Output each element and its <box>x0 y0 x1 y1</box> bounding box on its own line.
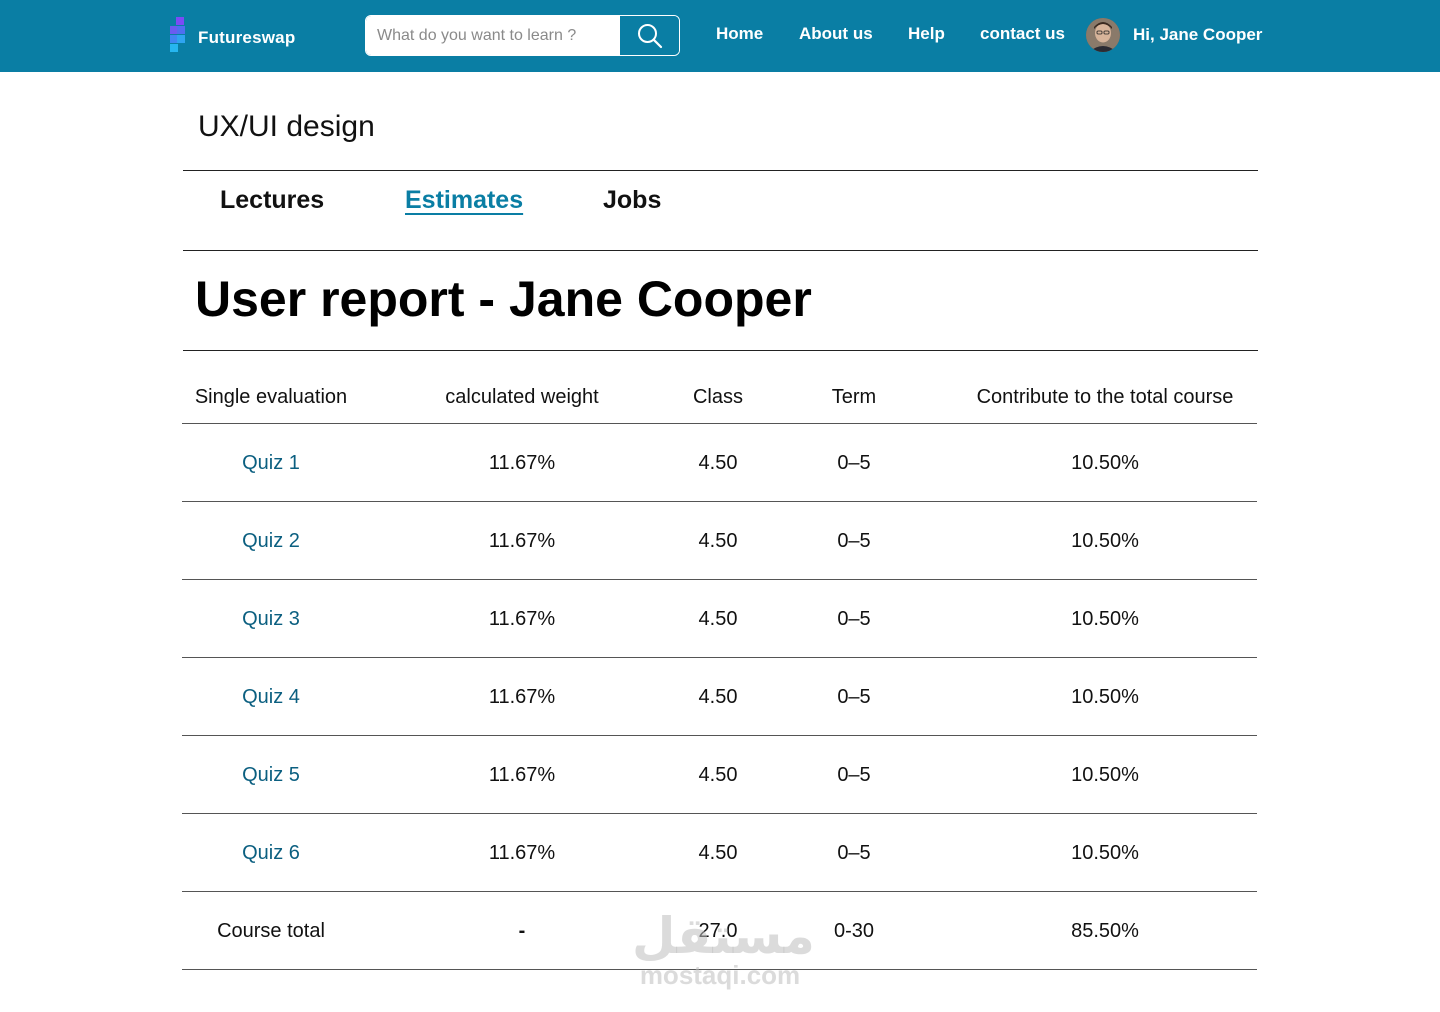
brand-logo[interactable]: Futureswap <box>170 17 295 53</box>
weight-cell: 11.67% <box>488 530 556 552</box>
search-bar <box>365 15 680 56</box>
tab-lectures[interactable]: Lectures <box>220 186 325 214</box>
table-row-divider <box>182 891 1257 892</box>
nav-about-link[interactable]: About us <box>799 24 873 43</box>
total-class-cell: 27.0 <box>698 920 738 942</box>
weight-cell: 11.67% <box>488 452 556 474</box>
search-button[interactable] <box>620 16 679 55</box>
search-input[interactable] <box>366 16 620 55</box>
total-term-cell: 0-30 <box>833 920 875 942</box>
contribution-cell: 10.50% <box>1071 686 1139 708</box>
quiz-link[interactable]: Quiz 6 <box>242 842 300 864</box>
class-cell: 4.50 <box>698 764 738 786</box>
column-header-term: Term <box>831 386 877 408</box>
tab-jobs[interactable]: Jobs <box>603 186 662 214</box>
class-cell: 4.50 <box>698 452 738 474</box>
user-greeting[interactable]: Hi, Jane Cooper <box>1133 25 1263 44</box>
weight-cell: 11.67% <box>488 608 556 630</box>
divider <box>183 250 1258 251</box>
term-cell: 0–5 <box>837 842 871 864</box>
term-cell: 0–5 <box>837 452 871 474</box>
avatar-photo-icon <box>1086 18 1120 52</box>
class-cell: 4.50 <box>698 608 738 630</box>
weight-cell: 11.67% <box>488 686 556 708</box>
quiz-link[interactable]: Quiz 5 <box>242 764 300 786</box>
total-weight-cell: - <box>518 920 526 942</box>
nav-home-link[interactable]: Home <box>716 24 764 43</box>
top-navigation-bar: Futureswap Home About us Help contact us… <box>0 0 1440 72</box>
table-row-divider <box>182 501 1257 502</box>
class-cell: 4.50 <box>698 686 738 708</box>
column-header-class: Class <box>692 386 744 408</box>
weight-cell: 11.67% <box>488 764 556 786</box>
contribution-cell: 10.50% <box>1071 764 1139 786</box>
table-row-divider <box>182 423 1257 424</box>
table-row-divider <box>182 657 1257 658</box>
divider <box>183 350 1258 351</box>
column-header-contribution: Contribute to the total course <box>976 386 1234 408</box>
report-title: User report - Jane Cooper <box>195 271 812 327</box>
contribution-cell: 10.50% <box>1071 530 1139 552</box>
tab-estimates[interactable]: Estimates <box>405 186 524 214</box>
quiz-link[interactable]: Quiz 3 <box>242 608 300 630</box>
search-icon <box>637 23 662 48</box>
column-header-weight: calculated weight <box>445 386 599 408</box>
weight-cell: 11.67% <box>488 842 556 864</box>
term-cell: 0–5 <box>837 764 871 786</box>
term-cell: 0–5 <box>837 608 871 630</box>
quiz-link[interactable]: Quiz 4 <box>242 686 300 708</box>
class-cell: 4.50 <box>698 530 738 552</box>
brand-name: Futureswap <box>198 28 296 47</box>
course-title: UX/UI design <box>198 110 375 143</box>
nav-help-link[interactable]: Help <box>908 24 945 43</box>
table-row-divider <box>182 813 1257 814</box>
term-cell: 0–5 <box>837 530 871 552</box>
divider <box>183 170 1258 171</box>
quiz-link[interactable]: Quiz 2 <box>242 530 300 552</box>
table-row-divider <box>182 579 1257 580</box>
table-row-divider <box>182 735 1257 736</box>
class-cell: 4.50 <box>698 842 738 864</box>
contribution-cell: 10.50% <box>1071 608 1139 630</box>
term-cell: 0–5 <box>837 686 871 708</box>
contribution-cell: 10.50% <box>1071 452 1139 474</box>
table-row-divider <box>182 969 1257 970</box>
total-label: Course total <box>217 920 325 942</box>
contribution-cell: 10.50% <box>1071 842 1139 864</box>
user-avatar[interactable] <box>1086 18 1120 52</box>
column-header-evaluation: Single evaluation <box>194 386 348 408</box>
nav-contact-link[interactable]: contact us <box>980 24 1066 43</box>
brand-logo-icon <box>170 17 192 53</box>
quiz-link[interactable]: Quiz 1 <box>242 452 300 474</box>
total-contribution-cell: 85.50% <box>1071 920 1139 942</box>
watermark-latin-text: mostaqi.com <box>639 960 801 990</box>
